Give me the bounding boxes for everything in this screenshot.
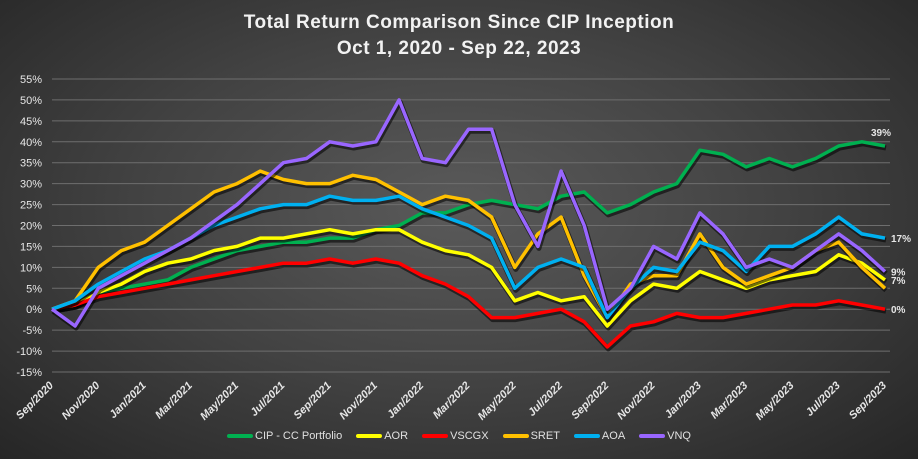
legend-swatch xyxy=(502,434,529,438)
y-tick-label: -10% xyxy=(16,346,42,358)
legend-label: AOA xyxy=(601,430,626,442)
series-line-vscgx xyxy=(51,257,886,349)
x-tick-label: May/2023 xyxy=(753,380,796,423)
legend-item: SRET xyxy=(502,430,560,442)
y-tick-label: 10% xyxy=(20,262,42,274)
legend-swatch xyxy=(573,434,600,438)
y-tick-label: 25% xyxy=(20,200,42,212)
series-line-vnq xyxy=(50,98,887,328)
end-data-label: 39% xyxy=(871,128,891,139)
series-shadow xyxy=(52,141,887,314)
legend-item: AOR xyxy=(356,430,408,442)
legend-item: CIP - CC Portfolio xyxy=(227,430,342,442)
x-tick-label: Nov/2022 xyxy=(615,380,658,423)
x-tick-label: Jan/2022 xyxy=(385,380,426,421)
end-data-label: 9% xyxy=(891,268,906,279)
legend-label: SRET xyxy=(530,430,560,442)
legend-label: VSCGX xyxy=(450,430,489,442)
series-shadow xyxy=(51,99,888,331)
y-tick-label: 5% xyxy=(26,283,42,295)
x-tick-label: Jan/2023 xyxy=(663,380,704,421)
end-data-label: 17% xyxy=(891,234,911,245)
legend: CIP - CC Portfolio AOR VSCGX SRET AOA VNQ xyxy=(0,430,918,442)
x-tick-label: Mar/2023 xyxy=(709,380,751,422)
y-tick-label: 20% xyxy=(20,221,42,233)
x-tick-label: May/2021 xyxy=(198,380,241,423)
legend-label: CIP - CC Portfolio xyxy=(255,430,343,442)
chart-subtitle: Oct 1, 2020 - Sep 22, 2023 xyxy=(336,38,582,59)
legend-swatch xyxy=(356,434,383,438)
end-data-label: 0% xyxy=(891,305,906,316)
legend-item: AOA xyxy=(573,430,626,442)
x-tick-label: Jul/2022 xyxy=(526,380,565,419)
x-tick-label: Sep/2022 xyxy=(569,380,611,422)
y-tick-label: 0% xyxy=(26,304,42,316)
y-tick-label: -15% xyxy=(16,367,42,379)
end-data-label: 7% xyxy=(891,276,906,287)
legend-item: VSCGX xyxy=(422,430,489,442)
x-tick-label: Nov/2021 xyxy=(337,380,380,423)
legend-label: AOR xyxy=(384,430,409,442)
y-tick-label: 45% xyxy=(20,116,42,128)
x-tick-label: Sep/2020 xyxy=(14,379,57,422)
x-tick-label: Sep/2021 xyxy=(292,380,334,422)
legend-swatch xyxy=(227,434,253,438)
y-tick-label: 35% xyxy=(20,158,42,170)
y-tick-label: 40% xyxy=(20,137,42,149)
chart-title: Total Return Comparison Since CIP Incept… xyxy=(243,12,675,33)
legend-item: VNQ xyxy=(639,430,691,442)
legend-label: VNQ xyxy=(667,430,691,442)
x-tick-label: May/2022 xyxy=(476,380,519,423)
legend-swatch xyxy=(422,434,449,438)
y-tick-label: 55% xyxy=(20,74,42,86)
series-line-sret xyxy=(51,169,887,320)
y-tick-label: -5% xyxy=(22,325,42,337)
x-tick-label: Jul/2023 xyxy=(804,380,843,419)
y-tick-label: 15% xyxy=(20,241,42,253)
x-tick-label: Mar/2022 xyxy=(431,380,473,422)
x-tick-label: Nov/2020 xyxy=(60,379,103,422)
y-tick-label: 50% xyxy=(20,95,42,107)
x-tick-label: Sep/2023 xyxy=(847,380,889,422)
y-tick-label: 30% xyxy=(20,179,42,191)
x-tick-label: Jan/2021 xyxy=(107,380,148,421)
legend-swatch xyxy=(639,434,666,438)
x-tick-label: Mar/2021 xyxy=(153,380,195,422)
x-tick-label: Jul/2021 xyxy=(248,380,287,419)
